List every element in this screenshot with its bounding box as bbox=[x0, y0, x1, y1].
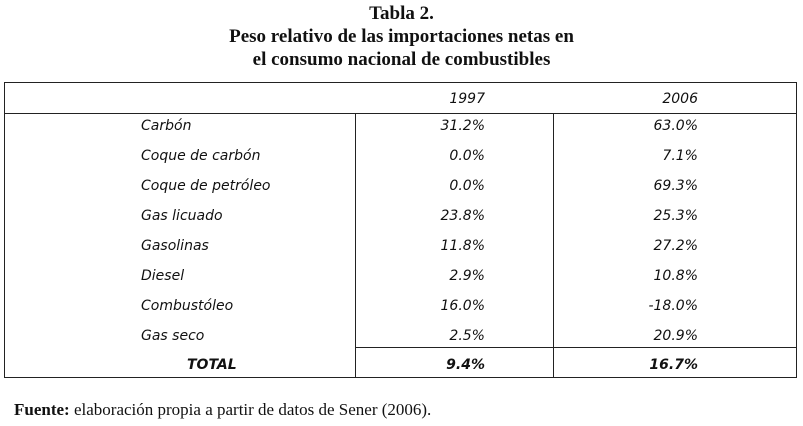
column-divider-2 bbox=[553, 113, 554, 377]
value-1997: 2.5% bbox=[449, 328, 485, 344]
column-header-1997: 1997 bbox=[449, 91, 485, 107]
value-1997: 31.2% bbox=[440, 118, 485, 134]
table-title-line-2: el consumo nacional de combustibles bbox=[252, 49, 551, 70]
row-label: Gas seco bbox=[141, 328, 205, 344]
column-header-2006: 2006 bbox=[662, 91, 698, 107]
row-label: Carbón bbox=[141, 118, 192, 134]
row-label: Coque de petróleo bbox=[141, 178, 271, 194]
value-2006: 25.3% bbox=[653, 208, 698, 224]
value-2006: 7.1% bbox=[662, 148, 698, 164]
row-label: Coque de carbón bbox=[141, 148, 261, 164]
value-2006: 27.2% bbox=[653, 238, 698, 254]
total-2006: 16.7% bbox=[649, 357, 698, 373]
value-1997: 2.9% bbox=[449, 268, 485, 284]
value-1997: 16.0% bbox=[440, 298, 485, 314]
data-table: 1997 2006 Carbón 31.2% 63.0% Coque de carbó… bbox=[4, 82, 797, 378]
value-2006: 69.3% bbox=[653, 178, 698, 194]
column-divider-1 bbox=[355, 113, 356, 377]
row-label: Gasolinas bbox=[141, 238, 209, 254]
header-rule bbox=[5, 113, 796, 114]
value-1997: 0.0% bbox=[449, 148, 485, 164]
source-text: elaboración propia a partir de datos de … bbox=[69, 400, 432, 419]
value-2006: 63.0% bbox=[653, 118, 698, 134]
value-2006: 10.8% bbox=[653, 268, 698, 284]
total-rule bbox=[355, 347, 796, 348]
source-note: Fuente: elaboración propia a partir de d… bbox=[14, 400, 431, 420]
total-label: TOTAL bbox=[187, 357, 237, 373]
total-1997: 9.4% bbox=[446, 357, 485, 373]
source-label: Fuente: bbox=[14, 400, 70, 419]
row-label: Combustóleo bbox=[141, 298, 234, 314]
table-title-line-1: Peso relativo de las importaciones netas… bbox=[229, 26, 574, 47]
table-number: Tabla 2. bbox=[369, 3, 434, 24]
value-1997: 11.8% bbox=[440, 238, 485, 254]
row-label: Diesel bbox=[141, 268, 185, 284]
row-label: Gas licuado bbox=[141, 208, 223, 224]
value-2006: 20.9% bbox=[653, 328, 698, 344]
value-1997: 0.0% bbox=[449, 178, 485, 194]
value-1997: 23.8% bbox=[440, 208, 485, 224]
value-2006: -18.0% bbox=[648, 298, 698, 314]
